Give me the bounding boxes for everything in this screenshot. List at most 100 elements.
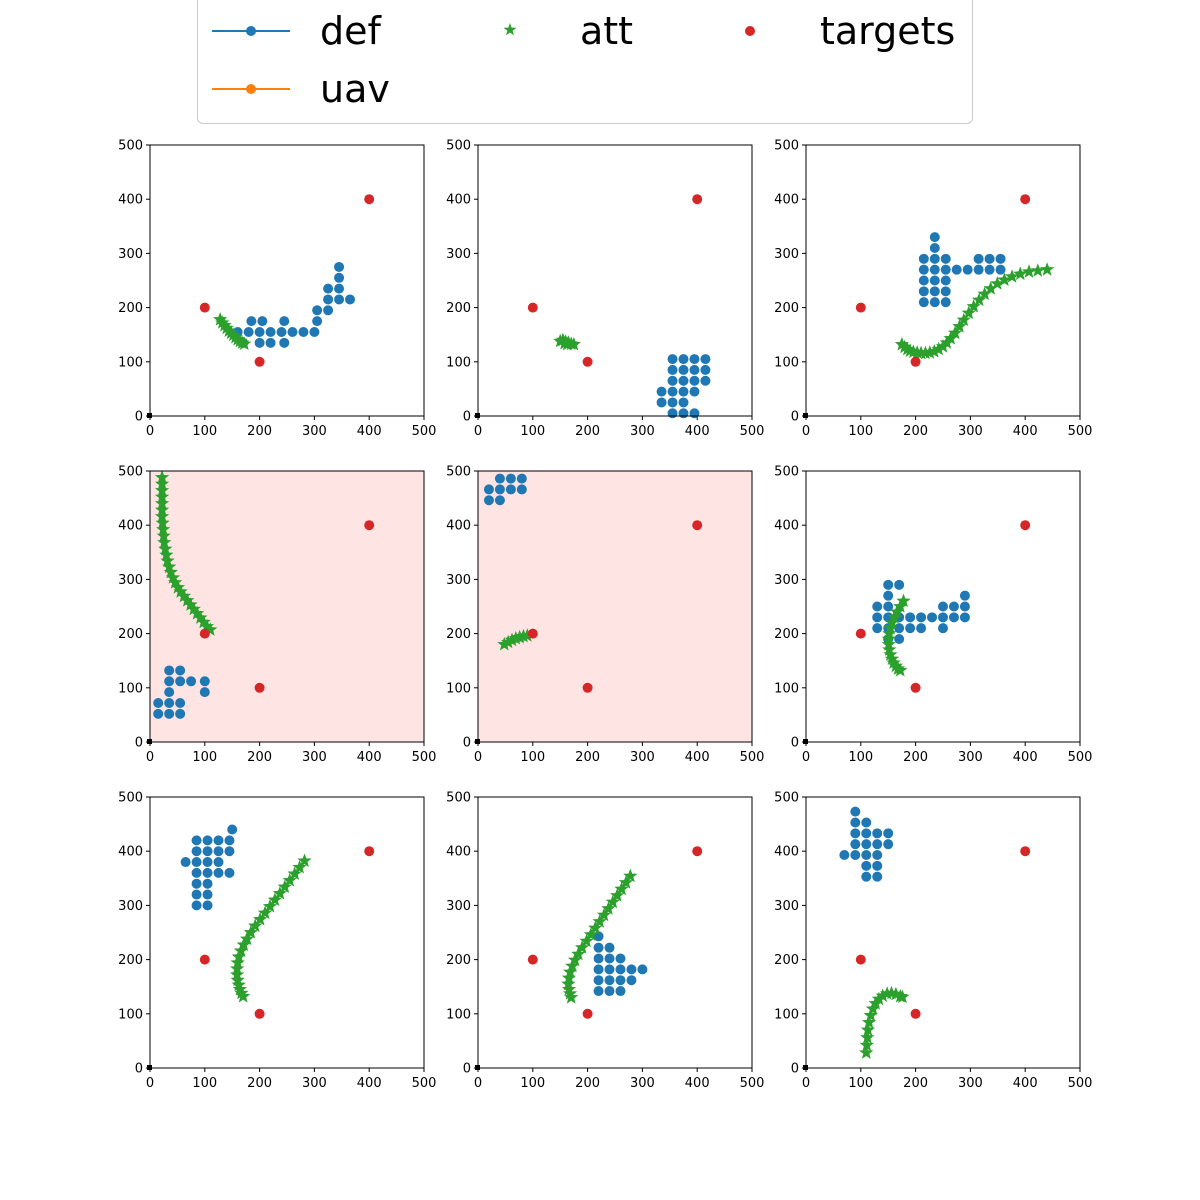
x-tick-label: 300 <box>630 424 655 439</box>
def-point <box>872 839 883 850</box>
target-point <box>364 520 375 531</box>
y-tick-label: 500 <box>774 465 799 480</box>
x-tick-label: 500 <box>740 750 765 765</box>
y-tick-label: 500 <box>774 791 799 806</box>
def-point <box>323 294 334 305</box>
def-point <box>164 676 175 687</box>
def-point <box>615 953 626 964</box>
y-tick-label: 400 <box>774 193 799 208</box>
def-point <box>191 857 202 868</box>
y-tick-label: 200 <box>774 953 799 968</box>
y-tick-label: 300 <box>118 247 143 262</box>
def-point <box>973 264 984 275</box>
def-point <box>191 835 202 846</box>
def-point <box>951 264 962 275</box>
def-point <box>700 375 711 386</box>
def-point <box>929 242 940 253</box>
att-point <box>497 636 512 651</box>
plot-frame <box>477 796 753 1069</box>
y-tick-label: 400 <box>774 519 799 534</box>
y-tick-label: 300 <box>774 573 799 588</box>
def-point <box>894 579 905 590</box>
att-point <box>931 341 946 356</box>
att-point <box>1040 262 1055 276</box>
def-point <box>938 612 948 623</box>
subplot-6: 0 100 200 300 400 500 0 100 200 300 400 500 <box>774 465 1092 766</box>
x-tick-label: 0 <box>146 1076 154 1091</box>
att-point <box>896 593 911 608</box>
att-point <box>560 337 575 351</box>
att-point <box>297 853 312 867</box>
def-point <box>202 857 213 868</box>
def-point <box>861 871 872 882</box>
x-tick-label: 300 <box>630 750 655 765</box>
att-point <box>947 325 963 340</box>
def-point <box>164 697 175 708</box>
y-tick-label: 500 <box>446 791 471 806</box>
target-point <box>364 194 375 205</box>
att-point <box>882 642 897 656</box>
x-tick-label: 200 <box>903 750 928 765</box>
att-point <box>262 899 278 913</box>
target-point <box>692 520 703 531</box>
def-point <box>940 286 951 297</box>
def-point <box>199 687 210 698</box>
def-point <box>929 253 940 264</box>
def-point <box>894 623 905 634</box>
def-point <box>312 316 323 327</box>
def-point <box>962 264 973 275</box>
def-point <box>494 495 505 506</box>
def-point <box>656 397 667 408</box>
legend-att-star-icon <box>503 23 517 36</box>
y-tick-label: 200 <box>446 301 471 316</box>
legend-uav-line-icon <box>212 84 290 94</box>
def-point <box>872 849 883 860</box>
def-point <box>883 590 894 601</box>
att-point <box>217 318 232 332</box>
def-point <box>175 665 186 676</box>
def-point <box>254 326 265 337</box>
target-point <box>910 1008 921 1019</box>
x-tick-label: 100 <box>192 750 217 765</box>
def-point <box>861 860 872 871</box>
y-tick-label: 500 <box>118 139 143 154</box>
def-point <box>604 975 615 986</box>
att-point <box>277 879 292 893</box>
def-point <box>883 601 894 612</box>
def-point <box>861 839 872 850</box>
def-point <box>202 867 213 878</box>
att-point <box>1030 263 1045 277</box>
x-tick-label: 100 <box>848 1076 873 1091</box>
def-point <box>593 986 604 997</box>
def-point <box>345 294 356 305</box>
att-point <box>564 990 579 1004</box>
def-point <box>850 817 861 828</box>
x-tick-label: 500 <box>1068 1076 1093 1091</box>
def-point <box>191 889 202 900</box>
att-point <box>292 860 307 874</box>
def-point <box>604 964 615 975</box>
y-tick-label: 100 <box>774 1007 799 1022</box>
x-tick-label: 500 <box>412 750 437 765</box>
def-point <box>929 297 940 308</box>
y-tick-label: 0 <box>463 736 471 751</box>
y-tick-label: 200 <box>446 953 471 968</box>
def-point <box>667 354 678 365</box>
y-tick-label: 300 <box>118 573 143 588</box>
x-tick-label: 400 <box>1013 1076 1038 1091</box>
target-point <box>254 1008 265 1019</box>
def-point <box>637 964 648 975</box>
y-tick-label: 0 <box>791 736 799 751</box>
att-point <box>860 1022 876 1037</box>
def-point <box>678 408 689 419</box>
target-point <box>1020 194 1031 205</box>
def-point <box>872 871 883 882</box>
target-point <box>692 846 703 857</box>
x-tick-label: 400 <box>685 424 710 439</box>
def-point <box>615 986 626 997</box>
att-point <box>158 541 173 556</box>
att-point <box>180 593 195 607</box>
def-point <box>872 601 883 612</box>
def-point <box>164 665 175 676</box>
